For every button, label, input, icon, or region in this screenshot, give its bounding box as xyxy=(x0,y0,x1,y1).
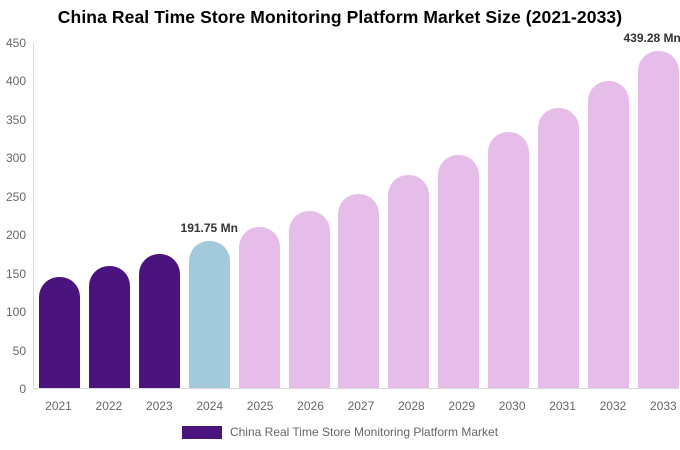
bar-2032[interactable] xyxy=(587,80,629,388)
y-axis-tick-label: 200 xyxy=(5,228,26,243)
y-axis-tick-label: 400 xyxy=(5,74,26,89)
x-axis-label-2032: 2032 xyxy=(599,399,627,413)
bar-2031[interactable] xyxy=(538,107,580,388)
legend: China Real Time Store Monitoring Platfor… xyxy=(0,425,680,439)
x-axis-label-2031: 2031 xyxy=(549,399,576,413)
bar-slot-2024: 191.75 Mn xyxy=(181,43,238,388)
data-label-2033: 439.28 Mn xyxy=(623,31,680,46)
y-axis-tick-label: 0 xyxy=(19,382,26,396)
y-axis-tick-label: 50 xyxy=(12,343,26,358)
x-axis-label-2021: 2021 xyxy=(45,399,72,413)
bar-2033[interactable] xyxy=(637,51,679,388)
legend-label: China Real Time Store Monitoring Platfor… xyxy=(229,425,499,439)
data-label-2024: 191.75 Mn xyxy=(180,220,238,235)
bar-slot-2033: 439.28 Mn xyxy=(624,31,680,388)
bar-slot-2032 xyxy=(587,43,629,388)
bar-2024[interactable] xyxy=(188,241,230,388)
bars-row: 191.75 Mn 439.28 Mn xyxy=(34,31,680,388)
chart-title: China Real Time Store Monitoring Platfor… xyxy=(57,7,623,27)
x-axis-label-2023: 2023 xyxy=(145,399,173,413)
x-axis-label-2024: 2024 xyxy=(196,399,224,413)
bar-2030[interactable] xyxy=(488,132,530,388)
y-axis-tick-label: 450 xyxy=(5,36,26,50)
bar-2027[interactable] xyxy=(338,194,380,388)
y-axis-tick-label: 100 xyxy=(5,305,26,320)
y-axis-tick-label: 250 xyxy=(5,189,26,204)
plot-area: 191.75 Mn 439.28 Mn xyxy=(33,31,680,389)
y-axis-tick-label: 150 xyxy=(5,266,26,281)
bar-slot-2023 xyxy=(138,43,180,388)
x-axis-label-2033: 2033 xyxy=(650,399,677,413)
bar-2022[interactable] xyxy=(88,265,130,388)
x-axis-label-2026: 2026 xyxy=(297,399,324,413)
x-axis-label-2025: 2025 xyxy=(246,399,274,413)
bar-slot-2022 xyxy=(88,43,130,388)
bar-2028[interactable] xyxy=(388,175,430,388)
bar-2023[interactable] xyxy=(138,253,180,388)
bar-slot-2028 xyxy=(388,43,430,388)
y-axis-tick-label: 300 xyxy=(5,151,26,166)
bar-slot-2026 xyxy=(288,43,330,388)
y-axis-tick-label: 350 xyxy=(5,112,26,127)
x-axis-label-2028: 2028 xyxy=(397,399,425,413)
bar-slot-2027 xyxy=(338,43,380,388)
y-axis: 0 50 100 150 200 250 300 350 400 450 xyxy=(0,37,26,395)
bar-slot-2025 xyxy=(238,43,280,388)
bar-2025[interactable] xyxy=(238,226,280,388)
x-axis-label-2027: 2027 xyxy=(347,399,375,413)
bar-slot-2030 xyxy=(488,43,530,388)
bar-2026[interactable] xyxy=(288,211,330,388)
x-axis: 2021 2022 2023 2024 2025 2026 2027 2028 2029 2030… xyxy=(33,399,680,413)
legend-item[interactable]: China Real Time Store Monitoring Platfor… xyxy=(181,425,499,439)
bar-slot-2021 xyxy=(39,43,80,388)
x-axis-label-2030: 2030 xyxy=(498,399,526,413)
x-axis-label-2022: 2022 xyxy=(95,399,123,413)
bar-2029[interactable] xyxy=(438,154,480,388)
bar-2021[interactable] xyxy=(39,276,80,388)
legend-swatch xyxy=(181,425,222,439)
bar-slot-2031 xyxy=(538,43,580,388)
bar-slot-2029 xyxy=(438,43,480,388)
x-axis-label-2029: 2029 xyxy=(448,399,476,413)
